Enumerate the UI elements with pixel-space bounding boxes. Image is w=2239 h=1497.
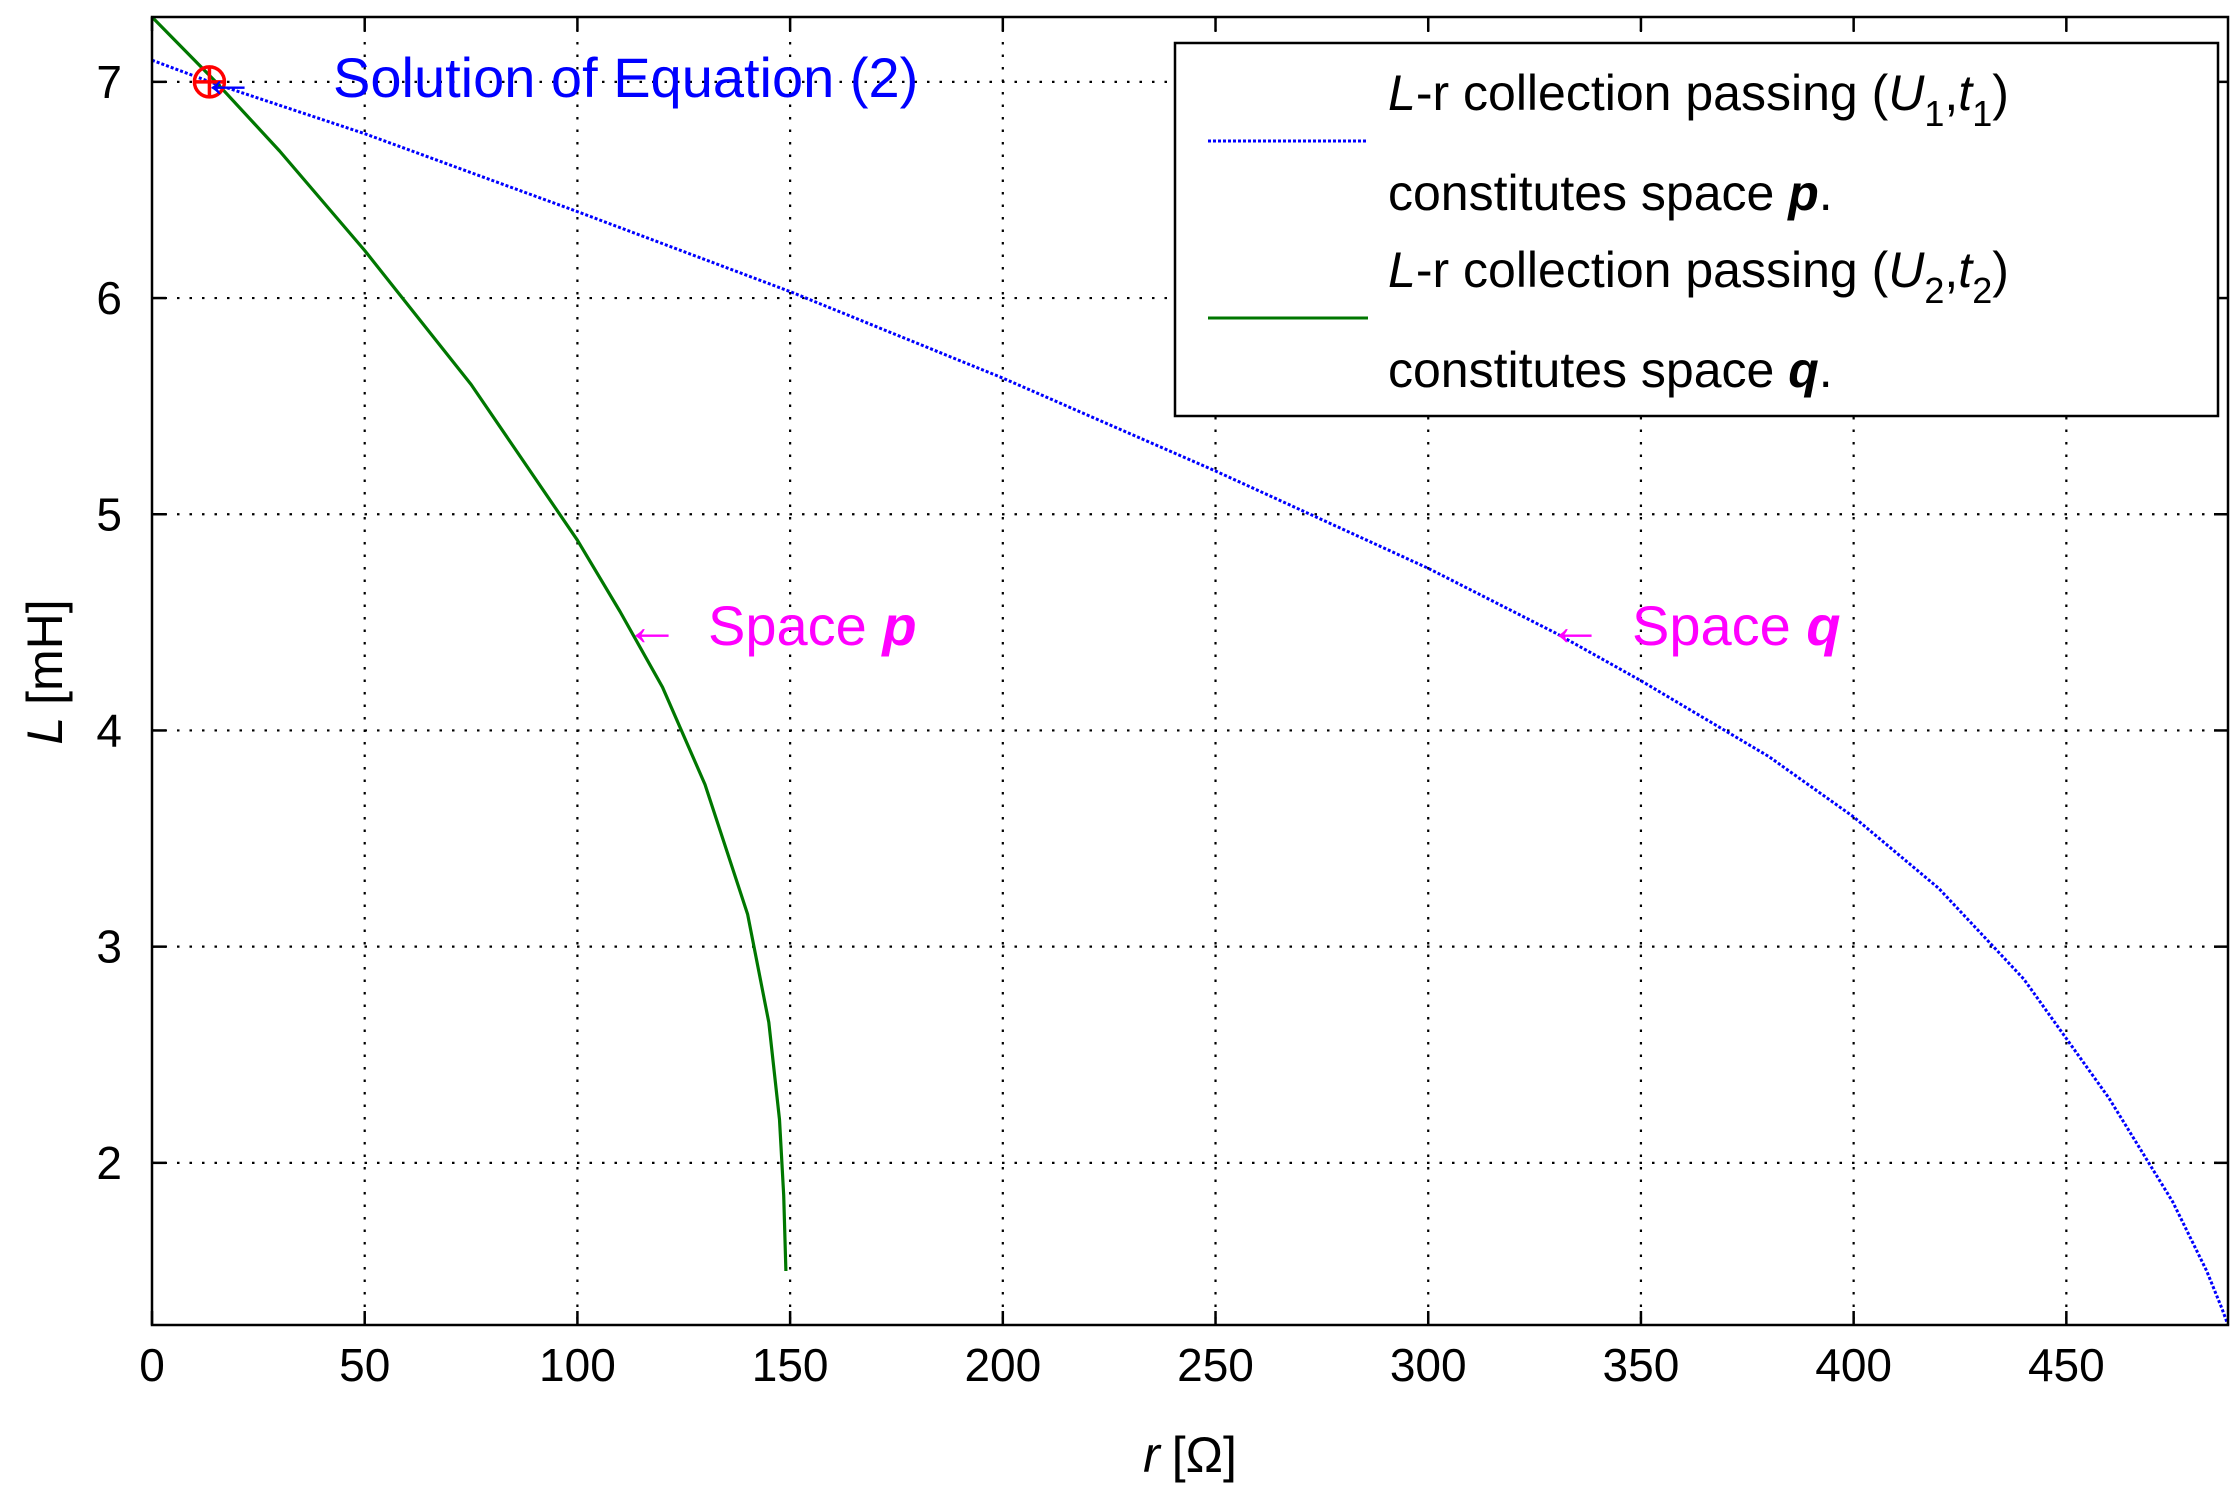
series-layer [150,15,2230,1326]
legend-entry-p-line2: constitutes space p. [1388,165,1833,221]
annotation-solution: ← Solution of Equation (2) [200,46,918,109]
y-tick-label: 2 [96,1137,122,1189]
y-tick-label: 6 [96,272,122,324]
x-tick-label: 0 [139,1339,165,1391]
annotation-space-q: ← Space q [1547,594,1841,657]
annotation-space-q-label: Space q [1632,594,1841,657]
x-tick-label: 100 [539,1339,616,1391]
solution-marker [192,65,227,99]
ticks: 0 50 100 150 200 250 300 350 400 450 2 3 4 5 6 7 [96,17,2228,1391]
series-line-space-p [151,58,2230,1326]
space-q-arrow-icon: ← [1547,594,1603,657]
y-tick-label: 5 [96,488,122,540]
legend-entry-q-line1: L-r collection passing (U2,t2) [1388,242,2009,311]
x-axis-label: r [Ω] [1143,1427,1237,1483]
y-tick-label: 3 [96,921,122,973]
solution-arrow-icon: ← [200,46,256,109]
x-tick-label: 50 [339,1339,390,1391]
x-tick-label: 300 [1390,1339,1467,1391]
plot-area-frame [150,15,2230,1327]
y-tick-label: 7 [96,56,122,108]
y-tick-label: 4 [96,704,122,756]
annotation-space-p-label: Space p [708,594,917,657]
x-tick-label: 150 [752,1339,829,1391]
x-tick-label: 200 [964,1339,1041,1391]
x-tick-label: 350 [1603,1339,1680,1391]
annotation-space-p: ← Space p [624,594,917,657]
space-p-arrow-icon: ← [624,594,680,657]
y-axis-label: L[mH] [17,599,73,744]
x-tick-label: 450 [2028,1339,2105,1391]
annotation-solution-label: Solution of Equation (2) [333,46,918,109]
legend-entry-q-line2: constitutes space q. [1388,342,1833,398]
legend-entry-p-line1: L-r collection passing (U1,t1) [1388,65,2009,134]
x-tick-label: 400 [1815,1339,1892,1391]
series-line-space-q [150,15,788,1272]
legend-box [1173,41,2220,418]
x-tick-label: 250 [1177,1339,1254,1391]
legend: L-r collection passing (U1,t1) constitut… [1173,41,2220,418]
